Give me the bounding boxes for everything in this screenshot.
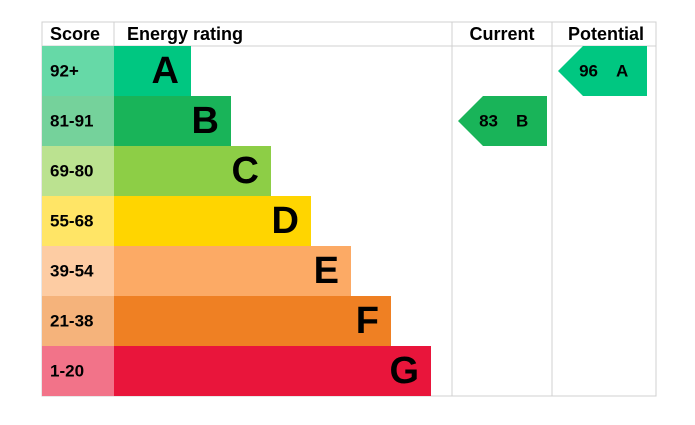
score-range: 55-68 xyxy=(50,211,93,230)
rating-bar xyxy=(114,46,191,96)
rating-letter: A xyxy=(152,50,179,92)
rating-bar xyxy=(114,96,231,146)
rating-letter: B xyxy=(192,100,219,142)
potential-arrow xyxy=(558,46,647,96)
potential-header: Potential xyxy=(568,24,644,44)
rating-letter: D xyxy=(272,200,299,242)
rating-header: Energy rating xyxy=(127,24,243,44)
score-cell xyxy=(42,96,114,146)
rating-letter: C xyxy=(232,150,259,192)
potential-rating: A xyxy=(616,61,628,80)
score-range: 92+ xyxy=(50,61,79,80)
current-arrow xyxy=(458,96,547,146)
rating-letter: E xyxy=(314,250,339,292)
rating-bar xyxy=(114,146,271,196)
score-range: 1-20 xyxy=(50,361,84,380)
score-range: 81-91 xyxy=(50,111,93,130)
current-header: Current xyxy=(469,24,534,44)
score-cell xyxy=(42,46,114,96)
score-cell xyxy=(42,346,114,396)
rating-bar xyxy=(114,246,351,296)
rating-letter: F xyxy=(356,300,379,342)
potential-score: 96 xyxy=(579,61,598,80)
rating-bar xyxy=(114,196,311,246)
score-cell xyxy=(42,196,114,246)
rating-letter: G xyxy=(389,350,419,392)
score-range: 69-80 xyxy=(50,161,93,180)
score-cell xyxy=(42,146,114,196)
score-range: 39-54 xyxy=(50,261,94,280)
score-cell xyxy=(42,296,114,346)
rating-bar xyxy=(114,296,391,346)
score-header: Score xyxy=(50,24,100,44)
rating-bar xyxy=(114,346,431,396)
current-rating: B xyxy=(516,111,528,130)
score-range: 21-38 xyxy=(50,311,93,330)
score-cell xyxy=(42,246,114,296)
current-score: 83 xyxy=(479,111,498,130)
